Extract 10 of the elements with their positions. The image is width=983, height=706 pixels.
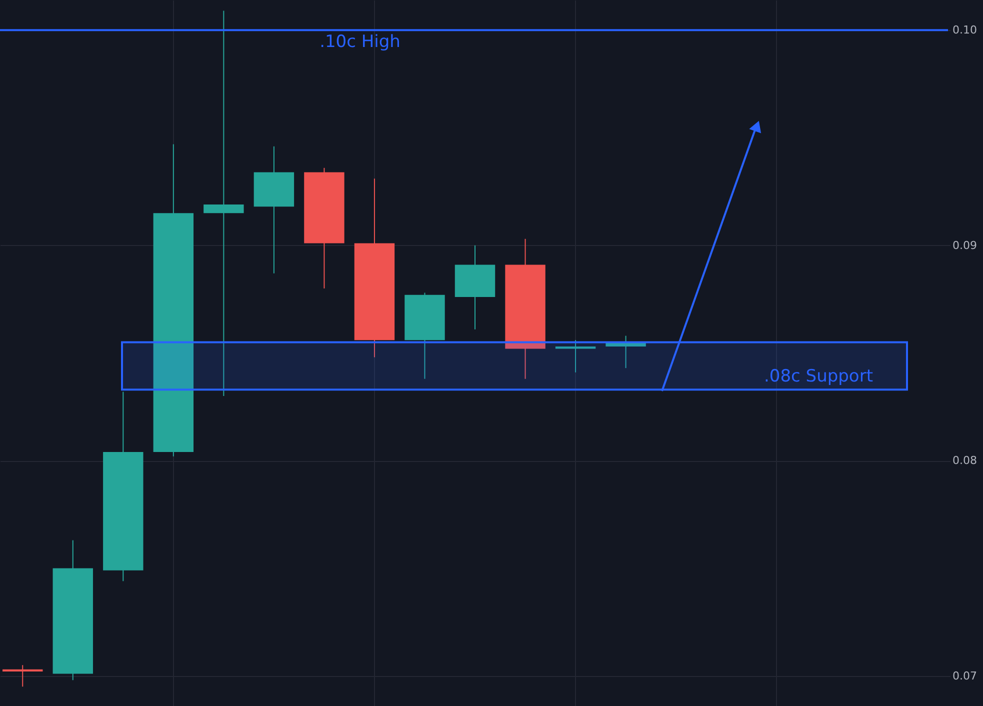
candlestick <box>2 664 43 688</box>
y-tick-label: 0.09 <box>952 238 977 252</box>
y-tick-label: 0.07 <box>952 669 977 682</box>
candlestick <box>204 10 244 397</box>
candlestick <box>555 340 596 373</box>
y-tick-label: 0.10 <box>952 24 977 37</box>
ref-line-label: .10c High <box>320 32 400 52</box>
band-label: .08c Support <box>764 366 874 387</box>
y-tick-label: 0.08 <box>952 454 977 468</box>
candlestick <box>606 335 646 369</box>
